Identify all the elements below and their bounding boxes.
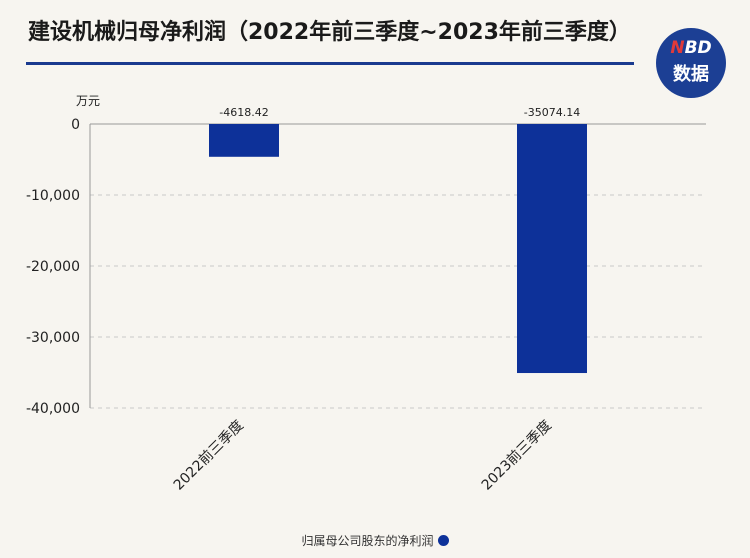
legend: 归属母公司股东的净利润 [0,532,750,549]
y-tick-label: -20,000 [26,259,80,275]
logo-text-top: NBD [670,38,712,58]
legend-marker [437,535,449,546]
y-tick-label: -10,000 [26,188,80,204]
x-tick-label: 2022前三季度 [170,417,247,494]
data-label: -35074.14 [524,106,580,119]
bar [517,124,587,374]
bar [209,124,279,157]
chart-title: 建设机械归母净利润（2022年前三季度~2023年前三季度） [28,20,631,45]
x-tick-label: 2023前三季度 [478,417,555,494]
y-tick-label: -40,000 [26,401,80,417]
title-underline [26,62,634,65]
y-tick-label: 0 [71,117,80,133]
nbd-logo: NBD 数据 [656,28,726,98]
y-tick-label: -30,000 [26,330,80,346]
data-label: -4618.42 [219,106,268,119]
legend-label: 归属母公司股东的净利润 [301,534,434,548]
logo-text-bottom: 数据 [673,64,709,85]
y-axis-unit: 万元 [76,94,101,108]
